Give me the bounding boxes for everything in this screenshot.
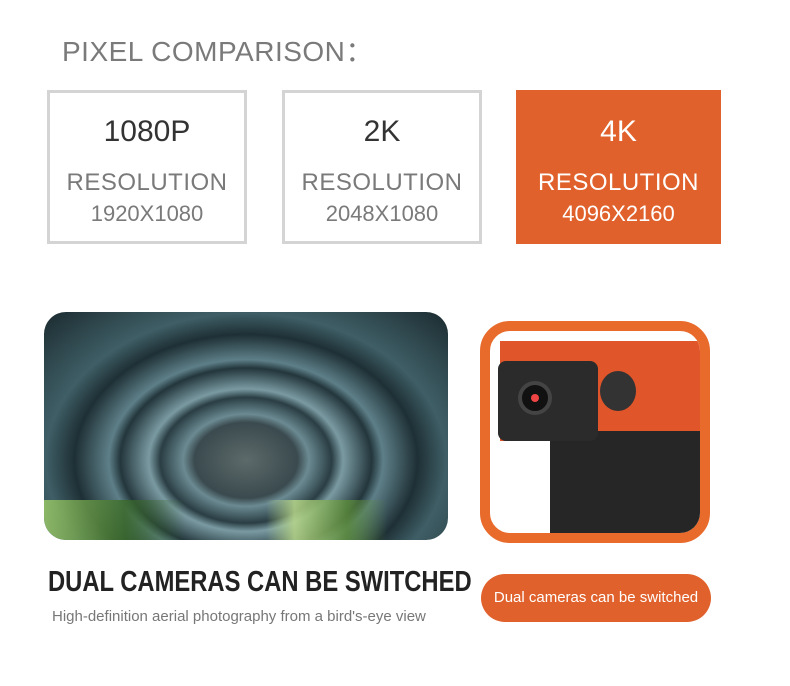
aerial-photo [44,312,448,540]
resolution-name: 4K [600,115,637,148]
dual-camera-badge: Dual cameras can be switched [481,574,711,622]
resolution-name: 2K [363,115,401,148]
resolution-card-1080p: 1080P RESOLUTION 1920X1080 [47,90,247,244]
resolution-label: RESOLUTION [537,169,700,196]
camera-closeup-image [480,321,710,543]
camera-knob [600,371,636,411]
resolution-name: 1080P [103,115,191,148]
resolution-value: 4096X2160 [562,201,675,226]
resolution-label: RESOLUTION [66,169,228,196]
headline: DUAL CAMERAS CAN BE SWITCHED [48,566,472,598]
resolution-value: 1920X1080 [90,201,204,226]
subheadline: High-definition aerial photography from … [52,608,426,625]
bottom-camera-housing [550,431,700,533]
plants-foreground [44,500,448,540]
section-title: PIXEL COMPARISON： [62,36,374,67]
resolution-card-4k: 4K RESOLUTION 4096X2160 [516,90,721,244]
resolution-card-2k: 2K RESOLUTION 2048X1080 [282,90,482,244]
camera-lens-icon [518,381,552,415]
resolution-value: 2048X1080 [325,201,439,226]
resolution-label: RESOLUTION [301,169,463,196]
